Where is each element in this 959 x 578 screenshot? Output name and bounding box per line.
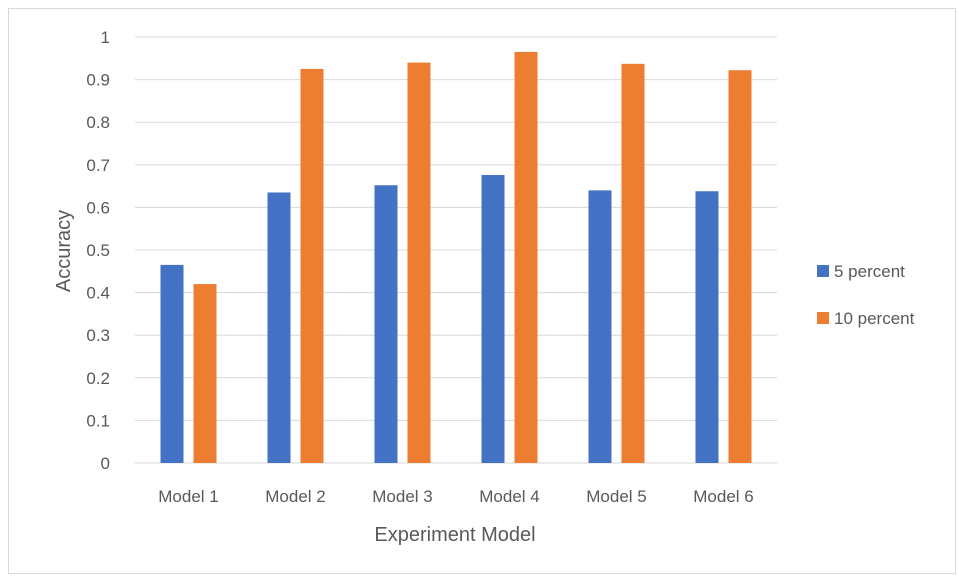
legend-swatch [817, 312, 829, 324]
x-tick-label: Model 4 [479, 487, 539, 506]
y-tick-label: 0.5 [86, 241, 110, 260]
y-tick-label: 0.4 [86, 284, 110, 303]
bar-5-percent-model-4 [481, 175, 505, 464]
x-axis-title: Experiment Model [374, 524, 535, 546]
bars [160, 51, 752, 464]
gridlines [135, 36, 777, 464]
y-axis-tick-labels: 0 0.1 0.2 0.3 0.4 0.5 0.6 0.7 0.8 0.9 1 [86, 28, 110, 473]
x-tick-label: Model 6 [693, 487, 753, 506]
bar-5-percent-model-6 [695, 191, 719, 463]
bar-10-percent-model-4 [514, 51, 538, 463]
x-tick-label: Model 1 [158, 487, 218, 506]
x-axis-tick-labels: Model 1 Model 2 Model 3 Model 4 Model 5 Model… [158, 487, 753, 506]
bar-10-percent-model-2 [300, 68, 324, 463]
legend-label: 5 percent [834, 262, 905, 281]
y-tick-label: 0.9 [86, 71, 110, 90]
x-tick-label: Model 5 [586, 487, 646, 506]
y-tick-label: 0.2 [86, 369, 110, 388]
bar-5-percent-model-1 [160, 264, 184, 463]
y-tick-label: 0.1 [86, 411, 110, 430]
legend: 5 percent 10 percent [817, 262, 915, 328]
y-tick-label: 1 [101, 28, 110, 47]
bar-10-percent-model-1 [193, 284, 217, 463]
bar-5-percent-model-2 [267, 192, 291, 464]
legend-swatch [817, 265, 829, 277]
bar-5-percent-model-3 [374, 185, 398, 464]
x-tick-label: Model 3 [372, 487, 432, 506]
bar-10-percent-model-6 [728, 70, 752, 463]
x-tick-label: Model 2 [265, 487, 325, 506]
y-tick-label: 0 [101, 454, 110, 473]
y-axis-title: Accuracy [53, 210, 75, 292]
y-tick-label: 0.8 [86, 113, 110, 132]
y-tick-label: 0.6 [86, 198, 110, 217]
y-tick-label: 0.7 [86, 156, 110, 175]
legend-label: 10 percent [834, 309, 915, 328]
y-tick-label: 0.3 [86, 326, 110, 345]
bar-5-percent-model-5 [588, 190, 612, 464]
bar-10-percent-model-5 [621, 63, 645, 463]
bar-10-percent-model-3 [407, 62, 431, 464]
